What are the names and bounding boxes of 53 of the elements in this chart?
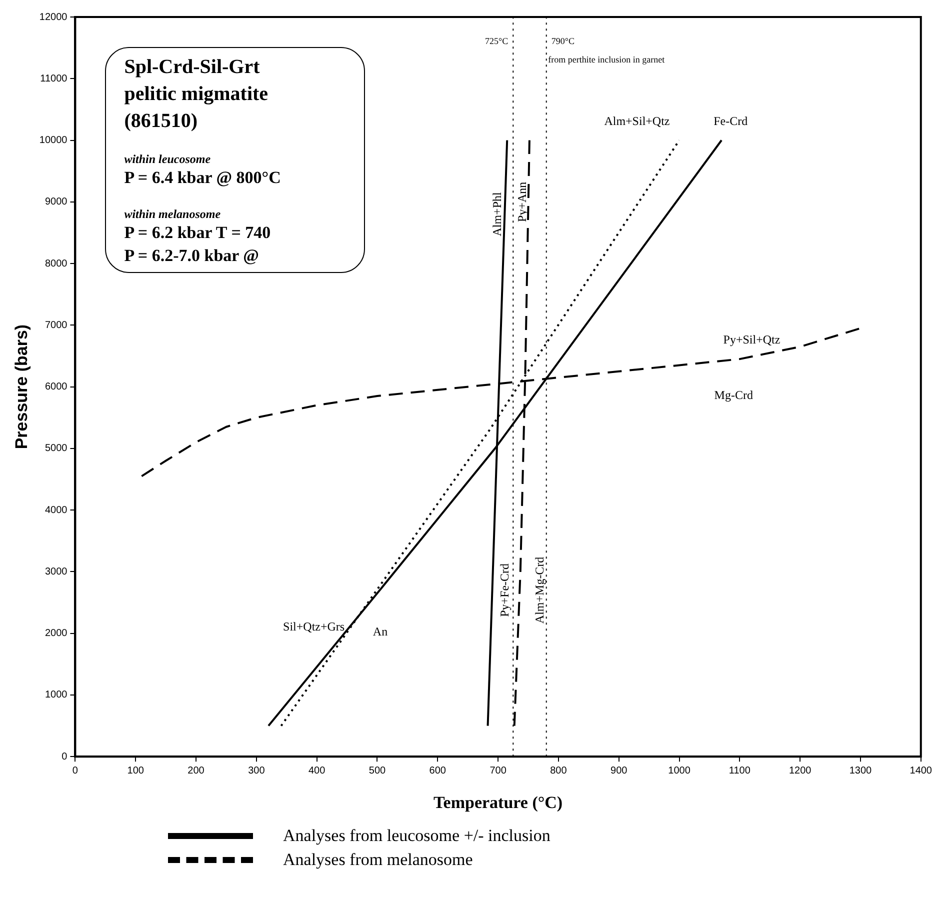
annotation: Py+Ann xyxy=(514,182,529,222)
annotation: P = 6.2 kbar T = 740 xyxy=(124,222,272,244)
x-tick-label: 700 xyxy=(490,765,507,776)
annotation: Mg-Crd xyxy=(714,388,753,402)
x-tick-label: 0 xyxy=(72,765,78,776)
y-tick-label: 0 xyxy=(62,751,68,762)
y-tick-label: 12000 xyxy=(39,12,68,23)
y-tick-label: 11000 xyxy=(40,73,68,84)
y-tick-label: 9000 xyxy=(44,196,68,208)
y-tick-label: 1000 xyxy=(44,690,68,701)
annotation: P = 6.2-7.0 kbar @ xyxy=(124,245,260,268)
annotation: pelitic migmatite xyxy=(124,82,270,107)
annotation: (861510) xyxy=(124,109,199,134)
annotation: An xyxy=(372,624,388,638)
x-tick-label: 500 xyxy=(368,765,386,776)
x-tick-label: 900 xyxy=(610,765,628,776)
x-tick-label: 1300 xyxy=(849,765,872,776)
y-tick-label: 2000 xyxy=(44,628,68,640)
x-tick-label: 200 xyxy=(188,765,205,776)
y-tick-label: 4000 xyxy=(44,504,68,516)
annotation: Alm+Sil+Qtz xyxy=(604,114,670,128)
y-tick-label: 8000 xyxy=(44,258,68,270)
legend-label: Analyses from leucosome +/- inclusion xyxy=(283,826,550,846)
x-tick-label: 1400 xyxy=(910,765,932,776)
y-tick-label: 3000 xyxy=(44,566,68,578)
x-tick-label: 300 xyxy=(248,765,266,776)
y-tick-label: 5000 xyxy=(44,443,68,454)
y-axis-title: Pressure (bars) xyxy=(12,324,31,450)
annotation: Py+Fe-Crd xyxy=(497,563,512,617)
annotation: within melanosome xyxy=(124,206,222,222)
y-tick-label: 10000 xyxy=(39,135,68,146)
annotation: Alm+Phl xyxy=(490,192,504,236)
x-tick-label: 800 xyxy=(550,765,568,776)
x-tick-label: 600 xyxy=(429,765,446,776)
x-tick-label: 1100 xyxy=(728,765,751,776)
annotation: from perthite inclusion in garnet xyxy=(548,54,666,65)
annotation: Alm+Mg-Crd xyxy=(532,556,546,624)
x-tick-label: 1000 xyxy=(668,765,691,776)
annotation: Sil+Qtz+Grs xyxy=(283,619,345,634)
x-tick-label: 1200 xyxy=(788,765,812,776)
x-tick-label: 400 xyxy=(308,765,326,776)
x-tick-label: 100 xyxy=(127,765,144,776)
annotation: Spl-Crd-Sil-Grt xyxy=(124,55,261,80)
annotation: within leucosome xyxy=(124,151,212,168)
annotation: P = 6.4 kbar @ 800°C xyxy=(124,167,282,190)
ref-line-label: 790°C xyxy=(551,36,574,46)
annotation: Fe-Crd xyxy=(714,114,748,128)
y-tick-label: 6000 xyxy=(44,382,68,393)
annotation: Py+Sil+Qtz xyxy=(723,332,780,347)
legend-label: Analyses from melanosome xyxy=(283,850,473,870)
ref-line-label: 725°C xyxy=(485,36,508,46)
x-axis-title: Temperature (°C) xyxy=(434,793,563,812)
y-tick-label: 7000 xyxy=(44,320,68,331)
